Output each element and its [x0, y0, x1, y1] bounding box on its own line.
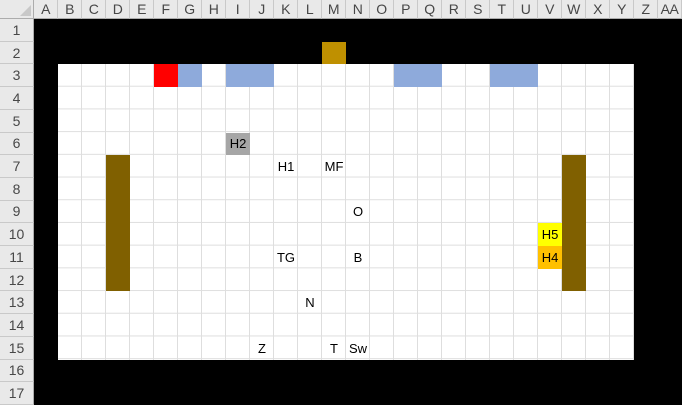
row-header-10[interactable]: 10 — [0, 223, 34, 247]
column-headers: A B C D E F G H I J K L M N O P Q R S T U V W X Y Z AA — [34, 0, 682, 19]
column-header-U[interactable]: U — [514, 0, 538, 19]
select-all-triangle-icon — [20, 5, 31, 16]
cell-N15[interactable]: Sw — [346, 337, 370, 360]
column-header-M[interactable]: M — [322, 0, 346, 19]
cell-N9[interactable]: O — [346, 201, 370, 224]
row-header-3[interactable]: 3 — [0, 64, 34, 88]
row-header-9[interactable]: 9 — [0, 200, 34, 224]
cell-label: T — [330, 340, 338, 356]
cell-label: Sw — [348, 340, 368, 356]
column-header-I[interactable]: I — [226, 0, 250, 19]
cell-label: MF — [324, 159, 344, 175]
row-header-17[interactable]: 17 — [0, 382, 34, 405]
select-all-corner[interactable] — [0, 0, 34, 19]
row-header-2[interactable]: 2 — [0, 41, 34, 65]
row-header-4[interactable]: 4 — [0, 87, 34, 110]
row-header-11[interactable]: 11 — [0, 246, 34, 269]
cell-I3[interactable] — [226, 64, 274, 88]
column-header-B[interactable]: B — [58, 0, 82, 19]
cell-G3[interactable] — [178, 64, 202, 88]
column-header-N[interactable]: N — [346, 0, 370, 19]
column-header-K[interactable]: K — [274, 0, 298, 19]
column-header-L[interactable]: L — [298, 0, 322, 19]
row-header-12[interactable]: 12 — [0, 268, 34, 292]
cell-label: Z — [258, 340, 266, 356]
cell-D7[interactable] — [106, 155, 130, 292]
cell-label: H2 — [229, 136, 247, 152]
worksheet-grid[interactable]: H2 H1 MF O H5 H4 TG B N Z T Sw — [34, 19, 682, 405]
column-header-Z[interactable]: Z — [634, 0, 658, 19]
row-header-15[interactable]: 15 — [0, 336, 34, 360]
cell-M15[interactable]: T — [322, 337, 346, 360]
cell-K7[interactable]: H1 — [274, 155, 298, 178]
cell-N11[interactable]: B — [346, 246, 370, 269]
row-header-7[interactable]: 7 — [0, 155, 34, 178]
column-header-H[interactable]: H — [202, 0, 226, 19]
column-header-E[interactable]: E — [130, 0, 154, 19]
cell-L13[interactable]: N — [298, 291, 322, 314]
column-header-P[interactable]: P — [394, 0, 418, 19]
column-header-R[interactable]: R — [442, 0, 466, 19]
cell-label: H4 — [541, 249, 559, 265]
cell-F3[interactable] — [154, 64, 178, 88]
cell-M7[interactable]: MF — [322, 155, 346, 178]
row-header-1[interactable]: 1 — [0, 19, 34, 42]
row-header-6[interactable]: 6 — [0, 132, 34, 156]
row-header-16[interactable]: 16 — [0, 359, 34, 383]
cell-label: N — [305, 295, 315, 311]
cell-W7[interactable] — [562, 155, 586, 292]
row-header-13[interactable]: 13 — [0, 291, 34, 315]
column-header-J[interactable]: J — [250, 0, 274, 19]
row-header-5[interactable]: 5 — [0, 109, 34, 133]
cell-P3[interactable] — [394, 64, 442, 88]
column-header-Q[interactable]: Q — [418, 0, 442, 19]
cell-label: H5 — [541, 227, 559, 243]
column-header-G[interactable]: G — [178, 0, 202, 19]
row-headers: 1 2 3 4 5 6 7 8 9 10 11 12 13 14 15 16 17 — [0, 19, 34, 405]
column-header-Y[interactable]: Y — [610, 0, 634, 19]
column-header-C[interactable]: C — [82, 0, 106, 19]
cell-J15[interactable]: Z — [250, 337, 274, 360]
cell-label: B — [353, 249, 363, 265]
cell-label: TG — [276, 249, 296, 265]
column-header-S[interactable]: S — [466, 0, 490, 19]
column-header-X[interactable]: X — [586, 0, 610, 19]
column-header-W[interactable]: W — [562, 0, 586, 19]
cell-K11[interactable]: TG — [274, 246, 298, 269]
column-header-AA[interactable]: AA — [658, 0, 682, 19]
column-header-A[interactable]: A — [34, 0, 58, 19]
row-header-8[interactable]: 8 — [0, 177, 34, 201]
cell-label: O — [352, 204, 364, 220]
column-header-T[interactable]: T — [490, 0, 514, 19]
column-header-D[interactable]: D — [106, 0, 130, 19]
column-header-O[interactable]: O — [370, 0, 394, 19]
column-header-V[interactable]: V — [538, 0, 562, 19]
cell-I6[interactable]: H2 — [226, 132, 250, 156]
cell-M2[interactable] — [322, 41, 346, 65]
cell-V10[interactable]: H5 — [538, 223, 562, 247]
cell-V11[interactable]: H4 — [538, 246, 562, 269]
row-header-14[interactable]: 14 — [0, 314, 34, 337]
sheet-white-area — [58, 64, 634, 360]
column-header-F[interactable]: F — [154, 0, 178, 19]
cell-label: H1 — [277, 159, 295, 175]
cell-T3[interactable] — [490, 64, 538, 88]
